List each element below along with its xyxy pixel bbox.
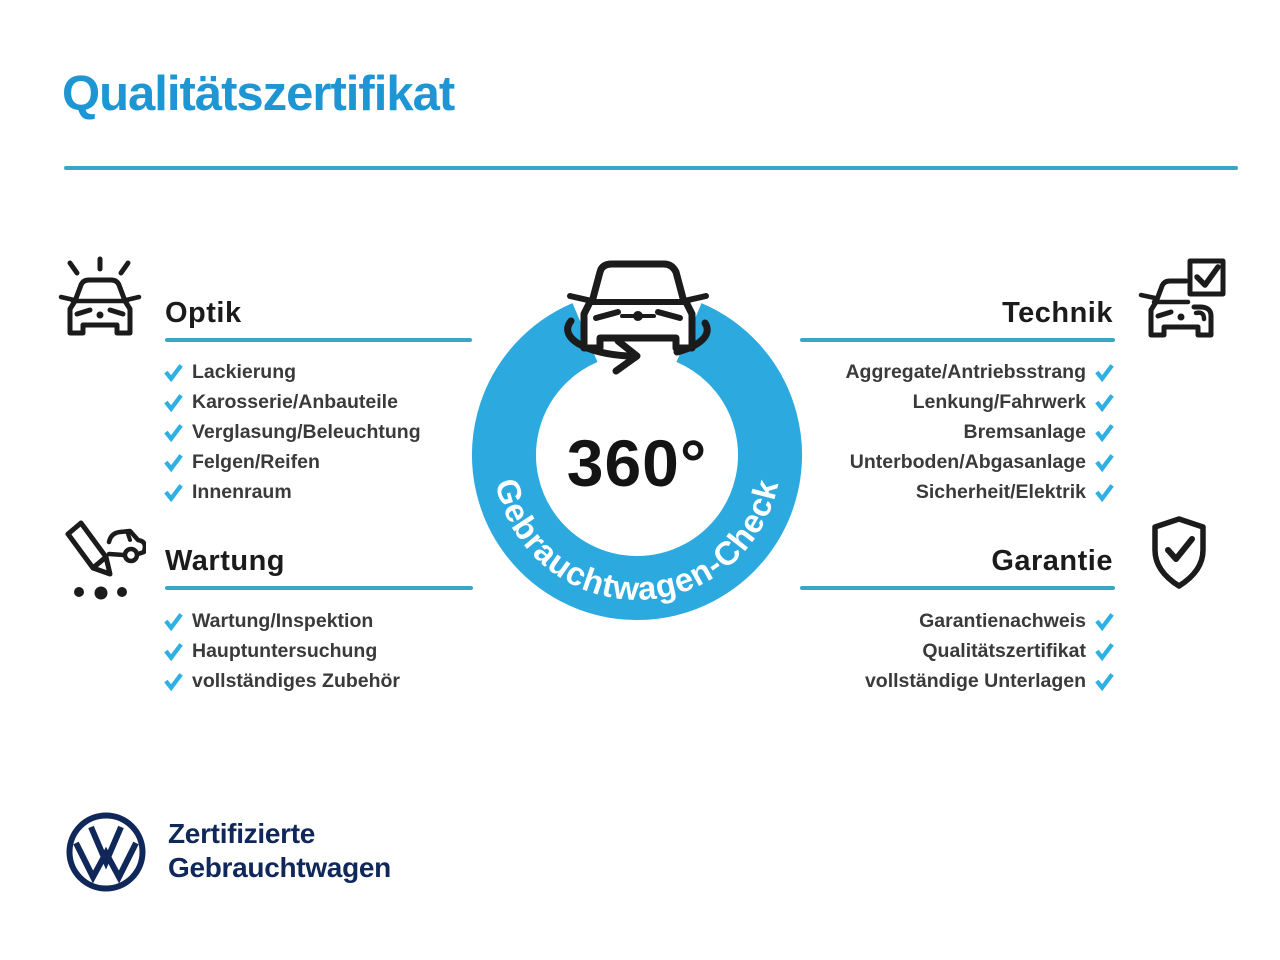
- check-icon: [1095, 642, 1114, 661]
- check-icon: [164, 612, 183, 631]
- checklist-label: Qualitätszertifikat: [922, 639, 1086, 662]
- checklist-label: Garantienachweis: [919, 609, 1086, 632]
- checklist-label: Verglasung/Beleuchtung: [192, 420, 421, 443]
- wartung-divider: [165, 586, 473, 590]
- checklist-item: Felgen/Reifen: [164, 447, 421, 477]
- brand-claim: Zertifizierte Gebrauchtwagen: [168, 817, 391, 885]
- checklist-label: Unterboden/Abgasanlage: [849, 450, 1086, 473]
- section-title-wartung: Wartung: [165, 545, 286, 577]
- wartung-checklist: Wartung/Inspektion Hauptuntersuchung vol…: [164, 606, 400, 696]
- checklist-label: vollständiges Zubehör: [192, 669, 401, 692]
- checklist-label: Bremsanlage: [963, 420, 1086, 443]
- checklist-label: Aggregate/Antriebsstrang: [845, 360, 1086, 383]
- checklist-item: Garantienachweis: [865, 606, 1114, 636]
- checklist-label: Wartung/Inspektion: [192, 609, 374, 632]
- checklist-label: Karosserie/Anbauteile: [192, 390, 398, 413]
- checklist-item: Lackierung: [164, 357, 421, 387]
- checklist-item: Qualitätszertifikat: [865, 636, 1114, 666]
- vw-logo: [66, 812, 146, 892]
- checklist-item: Innenraum: [164, 477, 421, 507]
- checklist-label: Lenkung/Fahrwerk: [912, 390, 1086, 413]
- degree-value: 360°: [566, 426, 708, 500]
- checklist-item: Lenkung/Fahrwerk: [845, 387, 1114, 417]
- car-rotation-icon: [567, 260, 709, 352]
- car-checkbox-icon: [1138, 258, 1226, 338]
- garantie-divider: [800, 586, 1115, 590]
- check-icon: [164, 672, 183, 691]
- 360-check-graphic: Gebrauchtwagen-Check: [472, 260, 802, 620]
- section-title-optik: Optik: [165, 297, 242, 329]
- check-icon: [1095, 612, 1114, 631]
- page-title: Qualitätszertifikat: [62, 67, 455, 121]
- optik-divider: [165, 338, 472, 342]
- ring-arc: [472, 303, 802, 620]
- shiny-car-icon: [58, 256, 142, 336]
- check-icon: [1095, 423, 1114, 442]
- check-icon: [1095, 393, 1114, 412]
- checklist-label: Innenraum: [192, 480, 292, 503]
- check-icon: [1095, 672, 1114, 691]
- check-icon: [164, 423, 183, 442]
- optik-checklist: Lackierung Karosserie/Anbauteile Verglas…: [164, 357, 421, 507]
- brand-claim-line2: Gebrauchtwagen: [168, 852, 391, 883]
- garantie-checklist: Garantienachweis Qualitätszertifikat vol…: [865, 606, 1114, 696]
- checklist-item: vollständiges Zubehör: [164, 666, 400, 696]
- check-icon: [1095, 363, 1114, 382]
- brand-claim-line1: Zertifizierte: [168, 818, 316, 849]
- title-divider: [64, 166, 1238, 170]
- section-title-technik: Technik: [1002, 297, 1113, 329]
- checklist-item: Karosserie/Anbauteile: [164, 387, 421, 417]
- checklist-label: Lackierung: [192, 360, 297, 383]
- checklist-label: Hauptuntersuchung: [192, 639, 378, 662]
- checklist-item: Bremsanlage: [845, 417, 1114, 447]
- technik-divider: [800, 338, 1115, 342]
- checklist-item: Unterboden/Abgasanlage: [845, 447, 1114, 477]
- check-icon: [1095, 483, 1114, 502]
- technik-checklist: Aggregate/Antriebsstrang Lenkung/Fahrwer…: [845, 357, 1114, 507]
- service-pencil-car-icon: [65, 520, 146, 600]
- check-icon: [1095, 453, 1114, 472]
- check-icon: [164, 393, 183, 412]
- checklist-item: Wartung/Inspektion: [164, 606, 400, 636]
- check-icon: [164, 483, 183, 502]
- checklist-item: Aggregate/Antriebsstrang: [845, 357, 1114, 387]
- checklist-label: Sicherheit/Elektrik: [915, 480, 1086, 503]
- check-icon: [164, 453, 183, 472]
- check-icon: [164, 363, 183, 382]
- checklist-item: Sicherheit/Elektrik: [845, 477, 1114, 507]
- check-icon: [164, 642, 183, 661]
- checklist-item: vollständige Unterlagen: [865, 666, 1114, 696]
- checklist-item: Hauptuntersuchung: [164, 636, 400, 666]
- checklist-item: Verglasung/Beleuchtung: [164, 417, 421, 447]
- shield-check-icon: [1152, 516, 1206, 589]
- section-title-garantie: Garantie: [991, 545, 1113, 577]
- checklist-label: Felgen/Reifen: [192, 450, 320, 473]
- checklist-label: vollständige Unterlagen: [864, 669, 1086, 692]
